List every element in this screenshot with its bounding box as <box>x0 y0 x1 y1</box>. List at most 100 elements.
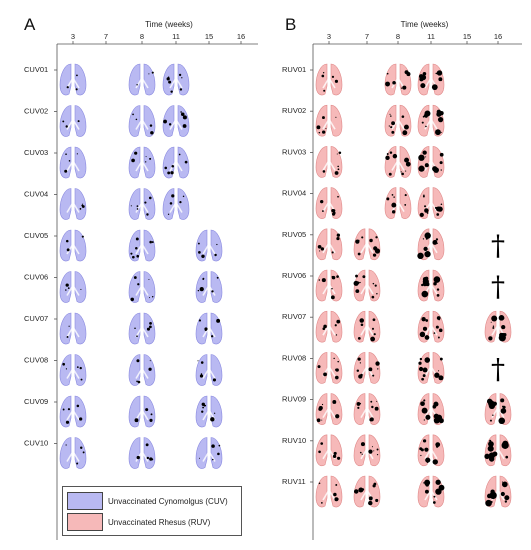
lesion-dot <box>501 324 506 330</box>
lesion-dot <box>181 77 183 79</box>
lesion-dot <box>389 151 393 154</box>
lesion-dot <box>501 481 508 488</box>
lesion-dot <box>438 418 444 424</box>
bronchi-icon <box>202 434 216 462</box>
lesion-dot <box>356 402 361 406</box>
lesion-dot <box>144 201 147 204</box>
bronchi-icon <box>424 308 438 336</box>
lung-scan <box>484 308 512 343</box>
bronchi-icon <box>135 227 149 255</box>
lesion-dot <box>179 88 183 91</box>
row-label: CUV08 <box>24 356 48 365</box>
lung-scan <box>417 102 445 137</box>
lung-scan <box>59 144 87 179</box>
lung-right-icon <box>330 228 343 261</box>
lesion-dot <box>149 297 151 299</box>
lesion-dot <box>424 232 431 239</box>
lung-right-icon <box>74 271 87 303</box>
tick-label: 15 <box>463 32 471 41</box>
lesion-dot <box>322 130 326 134</box>
lesion-dot <box>492 401 497 406</box>
lung-scan <box>315 473 343 508</box>
bronchi-icon <box>135 393 149 421</box>
lung-left-icon <box>353 352 366 384</box>
lesion-dot <box>198 250 201 254</box>
lesion-dot <box>390 126 393 129</box>
row-label: RUV02 <box>282 106 306 115</box>
lesion-dot <box>66 86 69 89</box>
lesion-dot <box>376 400 378 402</box>
lung-left-icon <box>128 271 141 303</box>
lesion-dot <box>136 335 138 337</box>
lesion-dot <box>391 210 396 214</box>
lesion-dot <box>68 160 71 162</box>
tick-label: 8 <box>396 32 400 41</box>
lesion-dot <box>336 153 338 155</box>
lung-left-icon <box>59 229 72 262</box>
lesion-dot <box>75 88 78 91</box>
lung-right-icon <box>330 434 343 467</box>
bronchi-icon <box>135 351 149 379</box>
lesion-dot <box>357 406 360 409</box>
lung-right-icon <box>330 104 343 137</box>
lung-scan <box>128 393 156 428</box>
lesion-dot <box>438 375 444 381</box>
lesion-dot <box>320 442 324 445</box>
lesion-dot <box>76 462 79 465</box>
lung-left-icon <box>353 393 366 425</box>
lesion-dot <box>359 362 362 364</box>
lung-left-icon <box>315 104 328 137</box>
lesion-dot <box>359 402 362 405</box>
lesion-dot <box>218 444 221 447</box>
lesion-dot <box>137 283 140 286</box>
lesion-dot <box>319 250 321 252</box>
lung-right-icon <box>210 271 223 303</box>
lung-scan <box>353 473 381 508</box>
lesion-dot <box>371 327 375 330</box>
lesion-dot <box>422 374 426 378</box>
lesion-dot <box>62 120 65 123</box>
lung-left-icon <box>59 105 72 137</box>
lesion-dot <box>149 124 153 127</box>
lesion-dot <box>488 501 492 505</box>
lesion-dot <box>167 213 170 215</box>
lesion-dot <box>490 501 493 503</box>
lesion-dot <box>425 237 428 240</box>
row-label: CUV09 <box>24 397 48 406</box>
lesion-dot <box>425 482 429 487</box>
lesion-dot <box>316 125 321 130</box>
lung-scan <box>315 143 343 178</box>
lesion-dot <box>489 419 492 422</box>
lesion-dot <box>425 319 429 322</box>
lesion-dot <box>82 203 84 205</box>
lesion-dot <box>362 275 366 279</box>
lesion-dot <box>322 72 325 74</box>
lung-left-icon <box>315 146 328 178</box>
bronchi-icon <box>424 102 438 130</box>
bronchi-icon <box>322 473 336 501</box>
lung-left-icon <box>195 354 208 386</box>
lesion-dot <box>371 446 373 448</box>
lesion-dot <box>135 237 139 241</box>
lesion-dot <box>335 368 339 372</box>
lesion-dot <box>204 328 207 332</box>
lesion-dot <box>387 199 389 201</box>
lung-scan <box>315 431 343 467</box>
lesion-dot <box>361 236 364 239</box>
lesion-dot <box>438 77 443 82</box>
tick-label: 15 <box>205 32 213 41</box>
lesion-dot <box>332 400 336 403</box>
lesion-dot <box>320 502 323 504</box>
lesion-dot <box>166 77 170 81</box>
lung-scan <box>417 349 445 384</box>
row-label: RUV09 <box>282 395 306 404</box>
lesion-dot <box>68 325 70 327</box>
lesion-dot <box>357 252 361 256</box>
bronchi-icon <box>135 310 149 338</box>
bronchi-icon <box>360 431 374 460</box>
lesion-dot <box>424 447 429 452</box>
lesion-dot <box>148 279 150 281</box>
lesion-dot <box>422 326 428 331</box>
lesion-dot <box>130 205 132 207</box>
lung-right-icon <box>210 229 223 262</box>
